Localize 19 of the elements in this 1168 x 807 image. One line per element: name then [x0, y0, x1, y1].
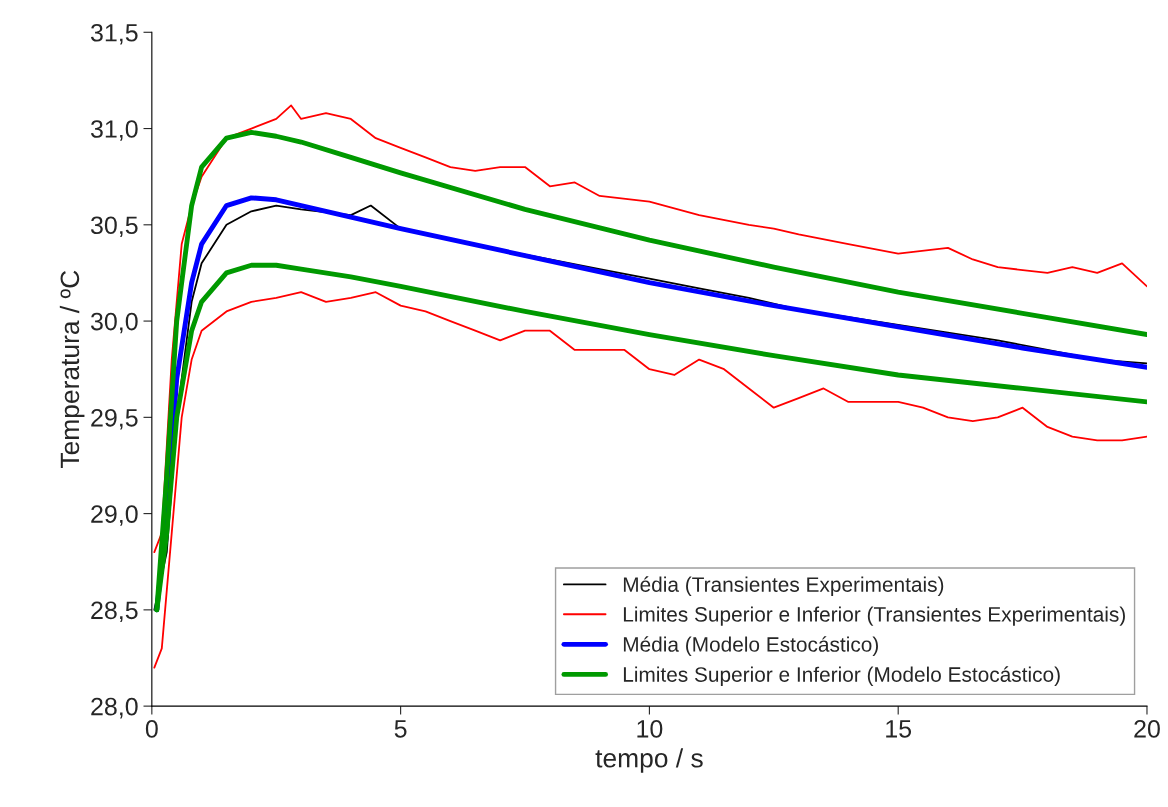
- x-tick-label: 15: [886, 720, 912, 738]
- y-tick-label: 28,0: [91, 697, 138, 719]
- x-tick-label: 5: [394, 720, 407, 738]
- legend-label: Média (Modelo Estocástico): [623, 636, 878, 656]
- x-tick-label: 20: [1134, 719, 1160, 738]
- y-tick-label: 29,5: [91, 408, 138, 430]
- legend-label: Limites Superior e Inferior (Modelo Estocástico): [623, 666, 1060, 687]
- y-axis-title: Temperatura / ºC: [59, 270, 85, 469]
- y-tick-label: 30,5: [90, 216, 138, 238]
- y-tick-label: 31,5: [90, 23, 138, 45]
- legend-label: Limites Superior e Inferior (Transientes Experimentais): [623, 606, 1125, 626]
- x-tick-label: 0: [145, 719, 158, 738]
- legend-label: Média (Transientes Experimentais): [623, 576, 944, 597]
- x-axis-title: tempo / s: [595, 748, 703, 773]
- y-tick-label: 29,0: [91, 505, 138, 526]
- y-tick-label: 28,5: [91, 601, 138, 623]
- y-tick-label: 30,0: [90, 312, 138, 334]
- y-tick-label: 31,0: [90, 120, 138, 141]
- x-tick-label: 10: [637, 719, 663, 738]
